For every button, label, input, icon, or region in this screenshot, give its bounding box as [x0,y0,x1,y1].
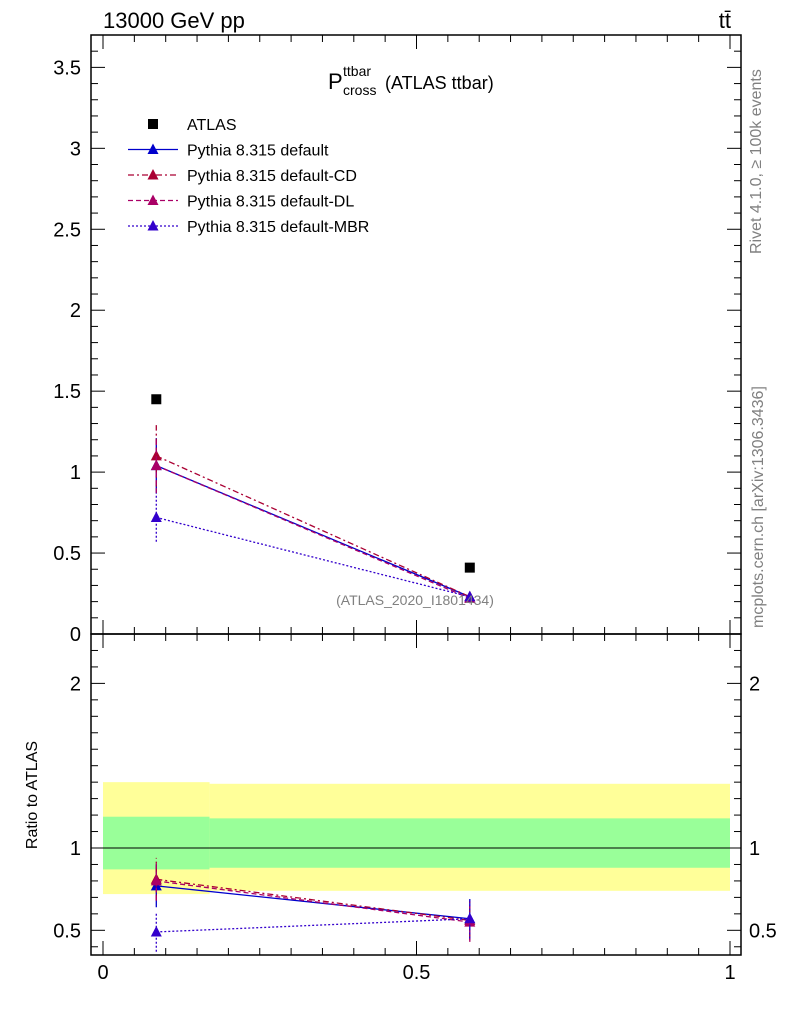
main-y-tick-label: 2.5 [53,219,81,241]
main-plot-panel: 0 0.5 1 1.5 2 2.5 3 3.5 (ATLAS_2020_I1801434) P… [53,34,742,646]
main-title-symbol: P [328,69,343,94]
legend-marker-atlas [148,119,158,129]
legend-marker [147,169,159,180]
rivet-label: Rivet 4.1.0, ≥ 100k events [748,69,765,254]
legend-marker [147,194,159,205]
atlas-data-point [464,562,475,573]
main-y-tick-label: 2 [70,300,81,322]
main-series-line [156,465,471,599]
main-title-subscript: cross [343,82,376,98]
main-y-tick-label: 1.5 [53,381,81,403]
legend-entry-label: ATLAS [187,117,237,134]
source-label: mcplots.cern.ch [arXiv:1306.3436] [750,386,767,628]
uncertainty-band-inner [209,818,731,868]
ratio-y-tick-label: 0.5 [53,920,81,942]
main-series-line [156,516,470,598]
legend-marker [147,143,159,154]
legend-entry-label: Pythia 8.315 default-MBR [187,219,369,236]
analysis-watermark: (ATLAS_2020_I1801434) [336,592,494,608]
ratio-y-tick-label-right: 1 [749,838,760,860]
main-series-marker [150,449,162,461]
main-y-tick-label: 1 [70,462,81,484]
x-tick-label: 1 [724,962,735,984]
ratio-series-line [156,880,470,923]
ratio-series-line [156,885,470,920]
ratio-series-marker [464,912,476,924]
ratio-series-line [156,918,470,933]
ratio-series-marker [150,874,162,886]
x-tick-label: 0 [97,962,108,984]
ratio-plot-panel: 0.5 0.5 1 1 2 2 0 0.5 1 Ratio to ATLAS [24,633,777,984]
ratio-y-tick-label: 1 [70,838,81,860]
legend-entry-label: Pythia 8.315 default [187,143,329,160]
ratio-y-axis-label: Ratio to ATLAS [24,741,41,849]
main-y-tick-label: 0.5 [53,543,81,565]
atlas-data-point [151,394,162,405]
main-series-marker [464,590,476,602]
legend-marker [147,220,159,231]
main-title-suffix: (ATLAS ttbar) [385,73,494,93]
ratio-y-tick-label: 2 [70,673,81,695]
main-series-marker [150,511,162,522]
main-y-tick-label: 3.5 [53,57,81,79]
legend-entry-label: Pythia 8.315 default-DL [187,194,354,211]
uncertainty-band-inner [103,816,210,870]
ratio-y-tick-label-right: 0.5 [749,920,777,942]
ratio-series-marker [150,925,162,937]
legend-entry-label: Pythia 8.315 default-CD [187,168,357,185]
legend: ATLAS Pythia 8.315 default Pythia 8.315 de… [128,117,369,236]
ratio-y-tick-label-right: 2 [749,673,760,695]
ratio-series-line [156,878,470,922]
main-title-superscript: ttbar [343,63,371,79]
energy-label: 13000 GeV pp [103,8,245,33]
main-y-tick-label: 3 [70,138,81,160]
process-label: tt̄ [719,8,731,33]
main-series-marker [150,459,162,471]
x-tick-label: 0.5 [403,962,431,984]
main-series-line [156,455,471,598]
main-y-tick-label: 0 [70,624,81,646]
